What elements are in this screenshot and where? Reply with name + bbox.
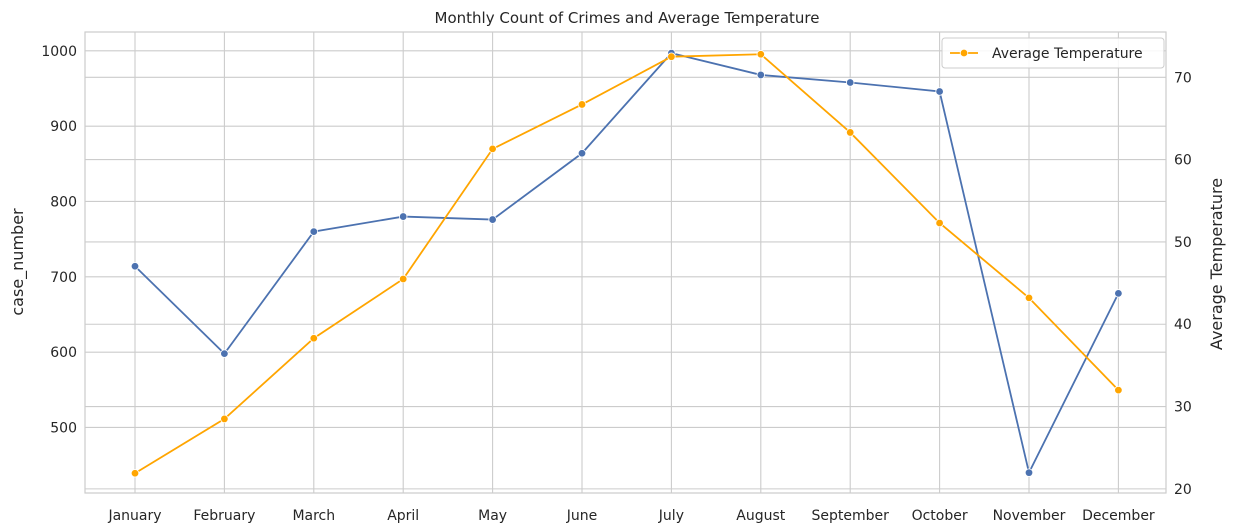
data-point-case-number-august (756, 70, 765, 80)
y-tick-label-right: 40 (1174, 317, 1192, 333)
data-point-case-number-september (846, 78, 855, 87)
data-point-case-number-june (577, 149, 587, 158)
y-tick-label-right: 60 (1174, 153, 1192, 169)
y-tick-label-left: 600 (50, 345, 77, 361)
legend-box (941, 37, 1165, 69)
y-tick-label-right: 30 (1174, 400, 1192, 416)
data-point-case-number-may (488, 215, 497, 224)
data-point-case-number-february (220, 349, 229, 358)
plot-area (85, 32, 1166, 493)
x-tick-label-june: June (566, 508, 598, 524)
data-point-temperature-december (1114, 385, 1123, 395)
data-point-case-number-november (1024, 468, 1034, 477)
x-tick-label-october: October (912, 508, 968, 524)
data-point-temperature-october (935, 218, 944, 228)
x-tick-label-may: May (478, 508, 507, 524)
data-point-case-number-april (399, 212, 408, 221)
data-point-case-number-december (1114, 289, 1123, 298)
y-tick-label-right: 50 (1174, 235, 1192, 251)
x-tick-label-december: December (1082, 508, 1155, 524)
data-point-temperature-september (846, 128, 855, 137)
y-axis-title-right: Average Temperature (1207, 178, 1226, 350)
data-point-temperature-february (220, 414, 229, 424)
plot-frame (84, 31, 1167, 494)
data-point-case-number-march (309, 227, 318, 236)
y-tick-label-right: 70 (1174, 70, 1192, 86)
x-tick-label-april: April (387, 508, 419, 524)
chart-title: Monthly Count of Crimes and Average Temp… (435, 9, 820, 27)
x-tick-label-november: November (993, 508, 1066, 524)
y-axis-title-left: case_number (8, 208, 28, 316)
data-point-temperature-april (399, 274, 408, 284)
series-line-case-number (134, 52, 1120, 476)
y-tick-label-left: 1000 (41, 44, 77, 60)
x-tick-label-september: September (812, 508, 890, 524)
grid (85, 32, 1166, 493)
y-tick-label-left: 900 (50, 119, 77, 135)
data-point-case-number-october (935, 87, 944, 96)
data-point-temperature-august (756, 50, 765, 59)
x-tick-label-august: August (736, 508, 786, 524)
x-tick-label-march: March (292, 508, 335, 524)
y-tick-label-right: 20 (1174, 482, 1192, 498)
ticks: January February March April May June July Augu… (41, 44, 1191, 524)
legend-marker-average-temperature (959, 48, 969, 58)
data-point-temperature-july (667, 52, 676, 61)
data-point-temperature-june (577, 100, 587, 109)
x-tick-label-july: July (658, 508, 684, 524)
series-group (130, 48, 1123, 478)
data-point-case-number-january (130, 262, 140, 271)
y-tick-label-left: 800 (50, 194, 77, 210)
data-point-temperature-march (309, 334, 318, 343)
data-point-temperature-january (130, 469, 140, 478)
y-tick-label-left: 700 (50, 270, 77, 286)
series-line-temperature (134, 53, 1120, 475)
data-point-temperature-november (1024, 293, 1034, 303)
y-tick-label-left: 500 (50, 420, 77, 436)
x-tick-label-january: January (107, 508, 161, 524)
legend: Average Temperature (941, 37, 1165, 69)
data-point-temperature-may (488, 144, 497, 154)
x-tick-label-february: February (193, 508, 255, 524)
legend-label-average-temperature: Average Temperature (992, 46, 1143, 62)
